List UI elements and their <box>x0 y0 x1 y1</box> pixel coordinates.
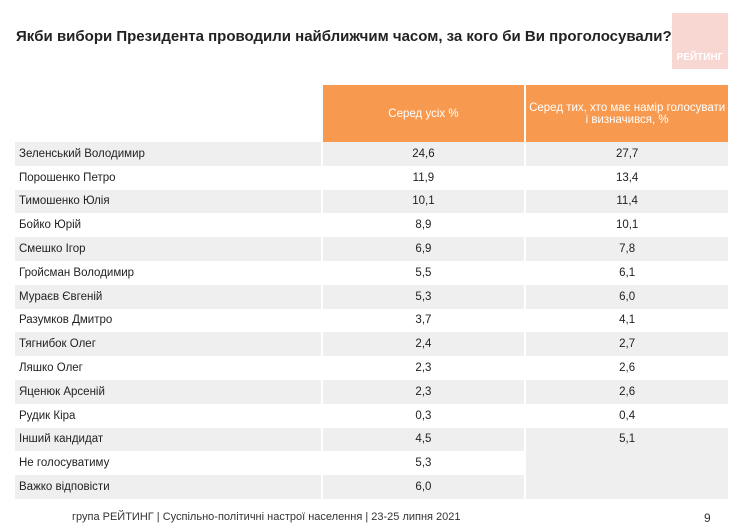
table-row: Гройсман Володимир 5,5 6,1 <box>15 260 728 285</box>
percent-cell: 2,7 <box>524 332 728 357</box>
page-number: 9 <box>704 511 711 525</box>
percent-cell: 2,6 <box>524 356 728 380</box>
percent-cell: 2,3 <box>320 356 526 380</box>
table-row: Зеленський Володимир 24,6 27,7 <box>15 142 728 166</box>
table-row: Тимошенко Юлія 10,1 11,4 <box>15 189 728 214</box>
candidate-name: Інший кандидат <box>15 427 322 452</box>
candidate-name: Тягнибок Олег <box>15 332 322 357</box>
percent-cell: 6,1 <box>524 260 728 285</box>
percent-cell: 2,4 <box>320 332 526 357</box>
title: Якби вибори Президента проводили найближ… <box>16 28 672 45</box>
column-header: Серед усіх % <box>320 85 526 142</box>
percent-cell: 4,1 <box>524 308 728 333</box>
table-row: Ляшко Олег 2,3 2,6 <box>15 356 728 380</box>
table-row: Порошенко Петро 11,9 13,4 <box>15 165 728 190</box>
candidate-name: Зеленський Володимир <box>15 142 322 166</box>
percent-cell <box>524 475 728 499</box>
percent-cell: 6,0 <box>320 475 526 499</box>
percent-cell: 6,0 <box>524 284 728 309</box>
candidate-name: Гройсман Володимир <box>19 266 135 279</box>
percent-cell <box>524 451 728 476</box>
header-row: Серед усіх % Серед тих, хто має намір го… <box>15 85 728 142</box>
percent-cell: 13,4 <box>524 165 728 190</box>
percent-cell: 0,3 <box>320 403 526 428</box>
candidate-name: Разумков Дмитро <box>19 314 113 327</box>
percent-cell: 8,9 <box>320 213 526 238</box>
percent-cell: 10,1 <box>320 189 526 214</box>
table-row: Мураєв Євгеній 5,3 6,0 <box>15 284 728 309</box>
table-row: Важко відповісти 6,0 <box>15 475 728 499</box>
candidate-name: Важко відповісти <box>15 475 322 499</box>
results-table: Серед усіх % Серед тих, хто має намір го… <box>15 85 728 499</box>
candidate-name: Ляшко Олег <box>19 362 83 375</box>
percent-cell: 4,5 <box>320 427 526 452</box>
percent-cell: 24,6 <box>320 142 526 166</box>
candidate-name: Порошенко Петро <box>19 171 116 184</box>
table-row: Разумков Дмитро 3,7 4,1 <box>15 308 728 333</box>
percent-cell: 10,1 <box>524 213 728 238</box>
logo-text: РЕЙТИНГ <box>676 52 724 63</box>
percent-cell: 5,1 <box>524 427 728 452</box>
footer: група РЕЙТИНГ | Суспільно-політичні наст… <box>72 511 461 523</box>
percent-cell: 0,4 <box>524 403 728 428</box>
table-row: Смешко Ігор 6,9 7,8 <box>15 237 728 261</box>
table-row: Рудик Кіра 0,3 0,4 <box>15 403 728 428</box>
corner <box>15 85 322 142</box>
percent-cell: 6,9 <box>320 237 526 261</box>
table-row: Інший кандидат 4,5 5,1 <box>15 427 728 452</box>
candidate-name: Яценюк Арсеній <box>15 379 322 404</box>
percent-cell: 2,6 <box>524 379 728 404</box>
table-row: Не голосуватиму 5,3 <box>15 451 728 476</box>
percent-cell: 5,3 <box>320 284 526 309</box>
percent-cell: 3,7 <box>320 308 526 333</box>
logo: РЕЙТИНГ <box>672 13 728 69</box>
percent-cell: 27,7 <box>524 142 728 166</box>
percent-cell: 11,4 <box>524 189 728 214</box>
percent-cell: 5,3 <box>320 451 526 476</box>
candidate-name: Смешко Ігор <box>15 237 322 261</box>
percent-cell: 7,8 <box>524 237 728 261</box>
percent-cell: 11,9 <box>320 165 526 190</box>
candidate-name: Мураєв Євгеній <box>15 284 322 309</box>
percent-cell: 5,5 <box>320 260 526 285</box>
column-header: Серед тих, хто має намір голосувати і ви… <box>524 85 728 142</box>
table-row: Яценюк Арсеній 2,3 2,6 <box>15 379 728 404</box>
table-row: Тягнибок Олег 2,4 2,7 <box>15 332 728 357</box>
candidate-name: Не голосуватиму <box>19 457 110 470</box>
candidate-name: Бойко Юрій <box>19 219 82 232</box>
percent-cell: 2,3 <box>320 379 526 404</box>
table-row: Бойко Юрій 8,9 10,1 <box>15 213 728 238</box>
candidate-name: Рудик Кіра <box>19 409 76 422</box>
candidate-name: Тимошенко Юлія <box>15 189 322 214</box>
